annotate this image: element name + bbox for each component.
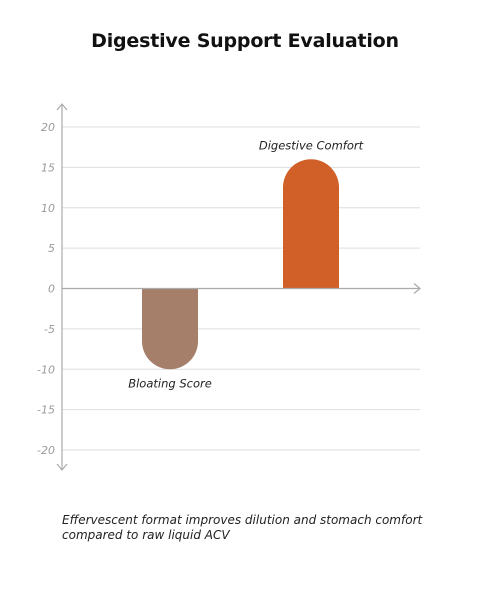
axes <box>56 103 421 471</box>
y-tick-label: 20 <box>41 121 55 134</box>
chart-footnote: Effervescent format improves dilution an… <box>62 513 423 542</box>
bar-label: Digestive Comfort <box>259 138 364 152</box>
y-tick-label: -10 <box>37 363 55 376</box>
y-tick-labels: 20 15 10 5 0 -5 -10 -15 -20 <box>37 121 55 457</box>
bar-digestive-comfort <box>283 159 339 289</box>
y-tick-label: 0 <box>48 283 55 296</box>
y-tick-label: 10 <box>41 202 55 215</box>
y-tick-label: -15 <box>37 404 55 417</box>
chart-title: Digestive Support Evaluation <box>91 30 399 52</box>
grid-lines <box>62 126 420 451</box>
y-tick-label: -20 <box>37 444 55 457</box>
bar-label: Bloating Score <box>128 376 212 390</box>
y-tick-label: 5 <box>48 242 55 255</box>
y-axis-arrow-up <box>56 103 68 111</box>
bars <box>142 159 339 370</box>
y-tick-label: 15 <box>41 161 55 174</box>
y-tick-label: -5 <box>44 323 55 336</box>
bar-bloating-score <box>142 288 198 370</box>
x-axis-arrow-right <box>413 283 421 294</box>
y-axis-arrow-down <box>56 463 68 471</box>
bar-labels: Bloating Score Digestive Comfort <box>128 138 363 390</box>
